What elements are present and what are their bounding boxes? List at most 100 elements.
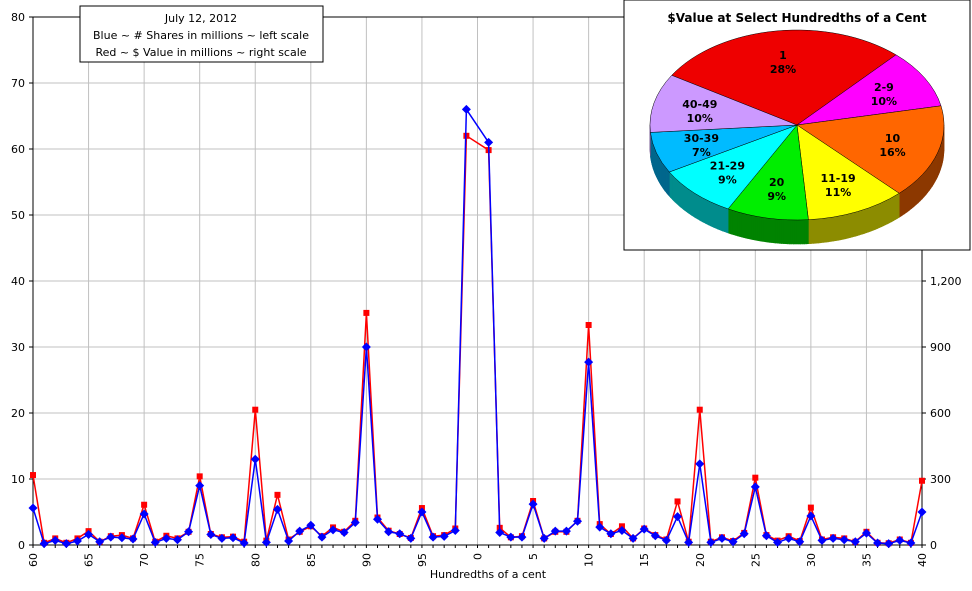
pie-slice-side bbox=[915, 178, 919, 206]
data-point-shares bbox=[761, 531, 771, 541]
data-point-shares bbox=[95, 537, 105, 547]
pie-label-pct: 11% bbox=[825, 186, 851, 199]
pie-slice-side bbox=[779, 218, 782, 244]
pie-slice-side bbox=[911, 181, 915, 210]
data-point-value bbox=[585, 322, 592, 328]
right-tick-label: 600 bbox=[930, 407, 951, 420]
pie-slice-side bbox=[791, 219, 795, 245]
x-tick-label: 15 bbox=[638, 553, 651, 567]
pie-slice-side bbox=[881, 201, 885, 228]
pie-label-pct: 16% bbox=[879, 146, 905, 159]
data-point-shares bbox=[706, 537, 716, 547]
data-point-shares bbox=[117, 533, 127, 543]
right-tick-label: 1,200 bbox=[930, 275, 962, 288]
data-point-shares bbox=[317, 532, 327, 542]
data-point-shares bbox=[384, 527, 394, 537]
data-point-shares bbox=[850, 537, 860, 547]
x-tick-label: 30 bbox=[805, 553, 818, 567]
pie-slice-side bbox=[813, 218, 817, 244]
pie-slice-side bbox=[866, 207, 870, 234]
data-point-shares bbox=[106, 532, 116, 542]
data-point-shares bbox=[906, 538, 916, 548]
pie-label-name: 30-39 bbox=[684, 132, 719, 145]
left-tick-label: 70 bbox=[11, 77, 25, 90]
pie-slice-side bbox=[838, 215, 842, 241]
left-tick-label: 50 bbox=[11, 209, 25, 222]
data-point-shares bbox=[239, 538, 249, 548]
pie-slice-side bbox=[793, 219, 797, 245]
pie-slice-side bbox=[815, 218, 819, 244]
data-point-value bbox=[196, 473, 203, 480]
data-point-shares bbox=[339, 527, 349, 537]
pie-slice-21-29 bbox=[668, 124, 798, 210]
pie-slice-side bbox=[850, 212, 854, 238]
data-point-shares bbox=[795, 537, 805, 547]
data-point-shares bbox=[728, 537, 738, 547]
data-point-value bbox=[696, 406, 703, 413]
pie-slice-side bbox=[906, 185, 910, 213]
x-tick-label: 75 bbox=[194, 553, 207, 567]
data-point-shares bbox=[839, 535, 849, 545]
x-tick-label: 65 bbox=[83, 553, 96, 567]
pie-slice-side bbox=[898, 191, 903, 218]
left-tick-label: 10 bbox=[11, 473, 25, 486]
data-point-shares bbox=[261, 537, 271, 547]
left-tick-label: 0 bbox=[18, 539, 25, 552]
data-point-shares bbox=[361, 342, 371, 352]
x-tick-label: 60 bbox=[27, 553, 40, 567]
data-point-shares bbox=[895, 535, 905, 545]
data-point-shares bbox=[628, 533, 638, 543]
data-point-shares bbox=[673, 512, 683, 522]
data-point-shares bbox=[517, 532, 527, 542]
x-tick-label: 80 bbox=[249, 553, 262, 567]
pie-slice-side bbox=[808, 219, 812, 245]
right-tick-label: 300 bbox=[930, 473, 951, 486]
data-point-shares bbox=[739, 529, 749, 539]
x-tick-label: 95 bbox=[416, 553, 429, 567]
data-point-shares bbox=[206, 529, 216, 539]
pie-slice-2-9 bbox=[796, 54, 942, 126]
x-tick-label: 25 bbox=[749, 553, 762, 567]
data-point-value bbox=[363, 309, 370, 316]
pie-slice-side bbox=[879, 202, 882, 229]
pie-slice-side bbox=[842, 214, 846, 240]
data-point-value bbox=[141, 501, 148, 508]
x-tick-label: 0 bbox=[472, 553, 485, 560]
data-point-shares bbox=[306, 520, 316, 530]
pie-label-pct: 28% bbox=[770, 63, 796, 76]
data-point-shares bbox=[684, 537, 694, 547]
pie-slice-side bbox=[908, 183, 913, 211]
pie-slice-side bbox=[772, 218, 776, 244]
pie-slice-side bbox=[870, 205, 874, 232]
data-point-value bbox=[674, 498, 681, 505]
legend-box: July 12, 2012 Blue ~ # Shares in million… bbox=[79, 5, 324, 63]
x-tick-label: 35 bbox=[860, 553, 873, 567]
data-point-shares bbox=[395, 529, 405, 539]
pie-slice-side bbox=[776, 218, 780, 244]
data-point-shares bbox=[84, 529, 94, 539]
data-point-shares bbox=[917, 507, 927, 517]
pie-label-name: 11-19 bbox=[821, 172, 856, 185]
data-point-shares bbox=[606, 529, 616, 539]
pie-slice-side bbox=[810, 219, 814, 244]
data-point-value bbox=[252, 406, 259, 413]
data-point-shares bbox=[295, 526, 305, 536]
data-point-shares bbox=[128, 534, 138, 544]
legend-red-line: Red ~ $ Value in millions ~ right scale bbox=[95, 46, 306, 59]
left-tick-label: 20 bbox=[11, 407, 25, 420]
pie-label-name: 20 bbox=[769, 176, 785, 189]
data-point-shares bbox=[661, 535, 671, 545]
pie-title: $Value at Select Hundredths of a Cent bbox=[667, 11, 926, 25]
pie-slice-side bbox=[799, 219, 803, 245]
pie-label-pct: 7% bbox=[692, 146, 711, 159]
pie-slice-side bbox=[818, 218, 822, 244]
data-point-shares bbox=[461, 104, 471, 114]
pie-slice-side bbox=[833, 216, 837, 242]
pie-slice-side bbox=[885, 199, 889, 226]
pie-slice-40-49 bbox=[649, 75, 798, 133]
data-point-shares bbox=[806, 511, 816, 521]
data-point-shares bbox=[528, 499, 538, 509]
data-point-shares bbox=[561, 526, 571, 536]
series-layer bbox=[28, 104, 927, 549]
